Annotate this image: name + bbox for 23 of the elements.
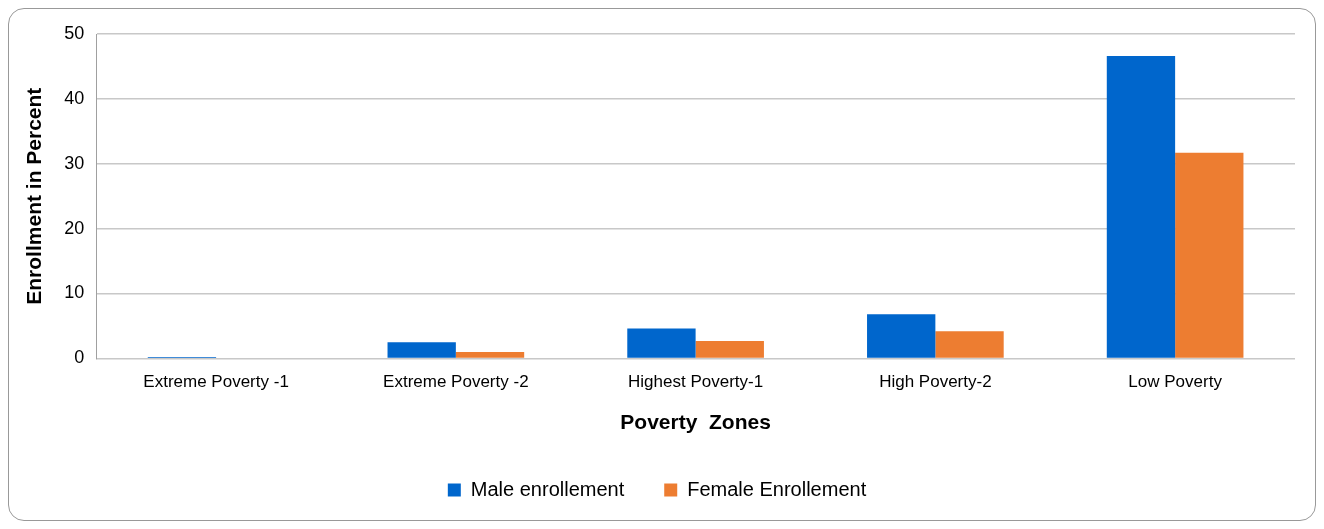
bar <box>627 328 696 358</box>
y-tick-label: 50 <box>64 22 85 43</box>
y-tick-label: 20 <box>64 217 85 238</box>
bar <box>867 314 936 358</box>
y-tick-label: 10 <box>64 282 85 303</box>
x-tick-label: Low Poverty <box>1128 372 1223 392</box>
bar <box>935 331 1004 358</box>
x-tick-label: Extreme Poverty -2 <box>383 372 529 392</box>
y-tick-label: 0 <box>74 347 85 368</box>
y-axis-title: Enrollment in Percent <box>22 87 46 305</box>
x-tick-label: Highest Poverty-1 <box>628 372 764 392</box>
bar <box>1106 56 1176 358</box>
y-tick-label: 40 <box>64 87 85 108</box>
x-tick-label: Extreme Poverty -1 <box>143 372 289 392</box>
bar <box>695 340 764 358</box>
bar <box>1175 152 1244 358</box>
legend-label: Male enrollement <box>470 477 625 500</box>
bar <box>455 351 525 358</box>
y-tick-label: 30 <box>64 152 85 173</box>
legend-label: Female Enrollement <box>687 477 867 500</box>
x-axis-title: Poverty Zones <box>620 410 771 434</box>
bar <box>387 342 456 358</box>
x-tick-label: High Poverty-2 <box>879 372 992 392</box>
